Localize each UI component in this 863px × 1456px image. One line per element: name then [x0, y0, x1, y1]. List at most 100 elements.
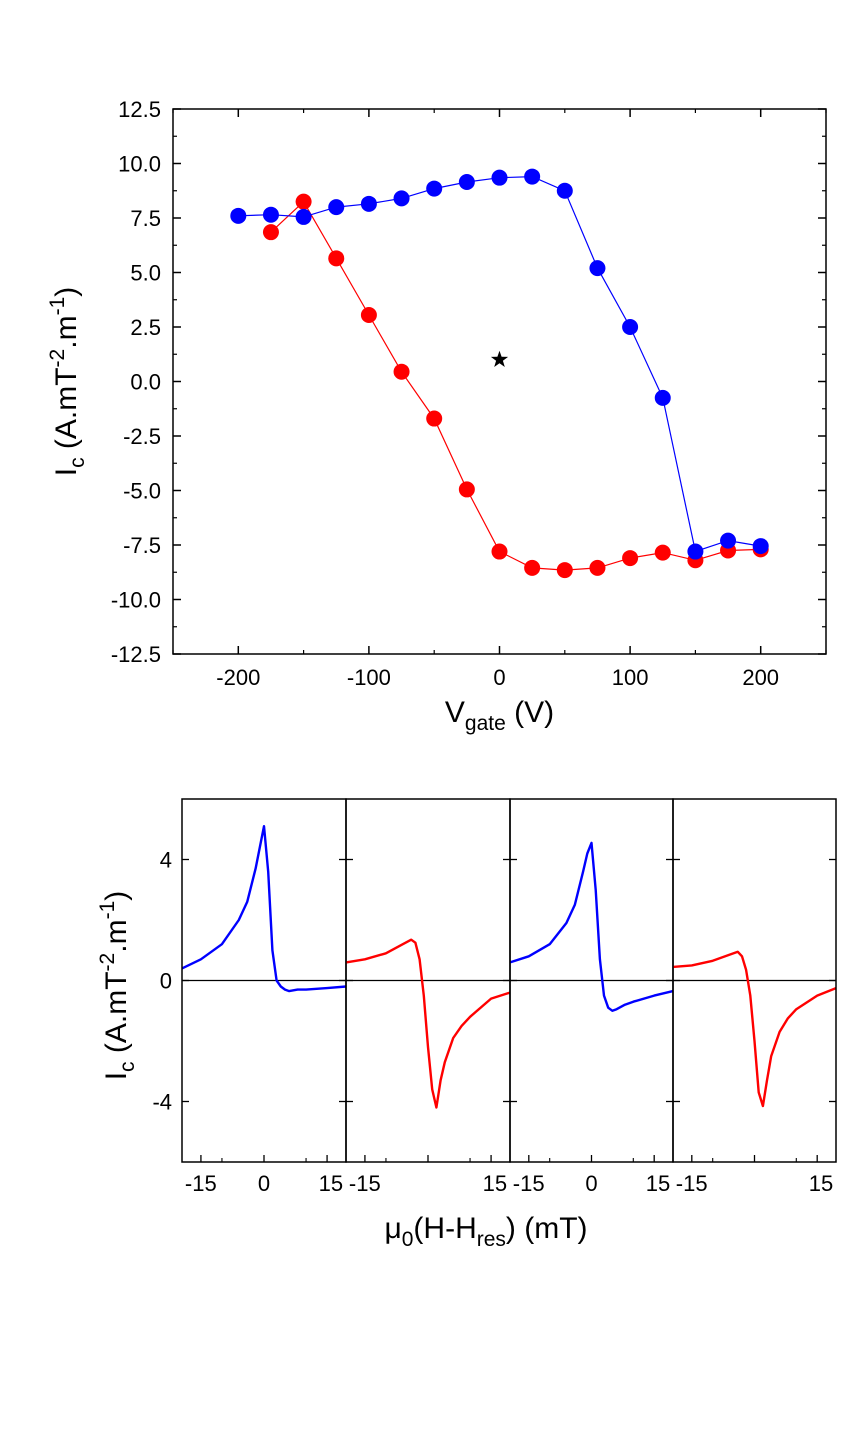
data-point-series-0	[360, 307, 377, 324]
top-chart: -200 -100 0 100 200-12.5-10.0-7.5-5.0-2.50.0…	[46, 97, 827, 735]
data-point-series-0	[393, 363, 410, 380]
bottom-y-tick-label: 0	[160, 969, 172, 994]
subplot-1: -15 0 15	[181, 798, 347, 1196]
top-y-tick-label: 10.0	[118, 152, 161, 177]
x-label-subscript: gate	[465, 712, 506, 735]
top-y-tick-label: -2.5	[123, 424, 161, 449]
top-x-tick-label: -100	[347, 665, 391, 690]
subplot-x-tick-label: -15	[513, 1171, 545, 1196]
data-point-series-1	[426, 180, 443, 197]
data-point-series-1	[752, 538, 769, 555]
data-point-series-1	[687, 543, 704, 560]
x-label-unit: ) (mT)	[506, 1212, 588, 1245]
subplot-4: -15 15	[672, 798, 837, 1196]
data-point-series-1	[654, 389, 671, 406]
subplot-x-tick-label: 0	[585, 1171, 597, 1196]
top-y-tick-label: 0.0	[130, 370, 161, 395]
data-point-series-1	[230, 207, 247, 224]
y-label-unit-mid: .m	[50, 315, 83, 348]
top-y-tick-label: -7.5	[123, 533, 161, 558]
top-x-tick-label: -200	[216, 665, 260, 690]
top-x-tick-label: 0	[493, 665, 505, 690]
data-point-series-1	[589, 260, 606, 277]
top-y-tick-label: 7.5	[130, 206, 161, 231]
data-point-series-1	[491, 169, 508, 186]
subplot-curve	[181, 825, 347, 993]
data-point-series-0	[622, 550, 639, 567]
data-point-series-1	[556, 182, 573, 199]
y-label-superscript: -2	[96, 953, 119, 972]
bottom-y-tick-label: 4	[160, 848, 172, 873]
top-y-tick-label: -5.0	[123, 479, 161, 504]
subplot-x-tick-label: 0	[258, 1171, 270, 1196]
top-y-tick-label: -12.5	[111, 642, 161, 667]
top-y-axis-label: Ic (A.mT-2.m-1)	[46, 287, 89, 477]
bottom-y-axis-label: Ic (A.mT-2.m-1)	[96, 891, 139, 1081]
data-point-series-1	[458, 174, 475, 191]
subplot-x-tick-label: -15	[676, 1171, 708, 1196]
subplot-x-tick-label: -15	[185, 1171, 217, 1196]
bottom-y-tick-label: -4	[152, 1090, 172, 1115]
y-label-superscript: -1	[46, 297, 69, 316]
subplot-curve	[509, 841, 674, 1012]
data-point-series-0	[458, 481, 475, 498]
subplot-3: -15 0 15	[509, 798, 674, 1196]
y-label-unit-mid: .m	[100, 919, 133, 952]
data-point-series-0	[262, 224, 279, 241]
subplot-x-tick-label: -15	[349, 1171, 381, 1196]
top-x-tick-label: 200	[742, 665, 779, 690]
top-y-tick-label: 5.0	[130, 261, 161, 286]
subplot-x-tick-label: 15	[319, 1171, 343, 1196]
subplot-x-tick-label: 15	[483, 1171, 507, 1196]
data-point-series-0	[328, 250, 345, 267]
y-label-unit: (A.mT	[50, 367, 83, 457]
data-point-series-0	[491, 543, 508, 560]
y-label-close: )	[50, 287, 83, 297]
series-line-0	[270, 200, 761, 571]
data-point-series-1	[622, 319, 639, 335]
subplot-x-tick-label: 15	[809, 1171, 833, 1196]
x-label-main: (H-H	[413, 1212, 476, 1245]
data-point-series-1	[262, 206, 279, 223]
top-y-tick-label: -10.0	[111, 588, 161, 613]
data-point-series-0	[295, 193, 312, 210]
star-marker	[490, 350, 509, 367]
top-x-tick-label: 100	[612, 665, 649, 690]
x-label-subscript: 0	[402, 1228, 414, 1251]
x-label-subscript: res	[477, 1228, 506, 1251]
data-point-series-0	[654, 544, 671, 561]
y-label-subscript: c	[116, 1061, 139, 1072]
data-point-series-0	[589, 559, 606, 576]
data-point-series-0	[524, 559, 541, 576]
data-point-series-1	[524, 168, 541, 185]
y-label-main: I	[50, 468, 83, 476]
data-point-series-1	[360, 195, 377, 212]
y-label-unit: (A.mT	[100, 971, 133, 1061]
top-y-tick-label: 12.5	[118, 97, 161, 122]
data-point-series-1	[328, 199, 345, 216]
y-label-subscript: c	[66, 457, 89, 468]
data-point-series-0	[556, 562, 573, 579]
y-label-close: )	[100, 891, 133, 901]
subplot-curve	[345, 938, 511, 1109]
data-point-series-1	[295, 208, 312, 225]
y-label-superscript: -2	[46, 349, 69, 368]
top-x-axis-label: Vgate (V)	[445, 696, 554, 735]
x-label-mu: μ	[384, 1212, 401, 1245]
subplot-x-tick-label: 15	[646, 1171, 670, 1196]
bottom-x-axis-label: μ0(H-Hres) (mT)	[384, 1212, 587, 1251]
y-label-main: I	[100, 1072, 133, 1080]
data-point-series-0	[426, 410, 443, 427]
subplot-curve	[672, 950, 837, 1108]
x-label-main: V	[445, 696, 465, 729]
subplot-frame	[672, 798, 837, 1163]
top-y-tick-label: 2.5	[130, 315, 161, 340]
data-point-series-1	[393, 190, 410, 207]
x-label-unit: (V)	[506, 696, 554, 729]
data-point-series-1	[720, 532, 737, 549]
subplot-2: -15 15	[345, 798, 511, 1196]
y-label-superscript: -1	[96, 901, 119, 920]
